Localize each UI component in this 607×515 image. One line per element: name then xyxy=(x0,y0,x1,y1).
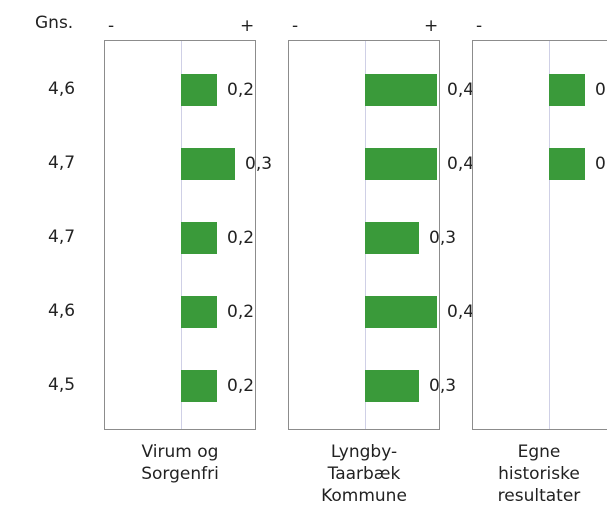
bar xyxy=(181,74,217,106)
bar xyxy=(181,370,217,402)
row-average-4: 4,6 xyxy=(48,301,76,321)
bar-value-label: 0,2 xyxy=(595,80,607,100)
bar xyxy=(365,74,437,106)
row-average-1: 4,6 xyxy=(48,79,76,99)
bar-value-label: 0,2 xyxy=(227,80,255,100)
bar-value-label: 0,3 xyxy=(429,376,457,396)
bar xyxy=(181,222,217,254)
bar xyxy=(549,74,585,106)
bar-value-label: 0,2 xyxy=(227,302,255,322)
bar-value-label: 0,2 xyxy=(227,376,255,396)
bar xyxy=(365,148,437,180)
plus-sign: + xyxy=(424,16,439,36)
panel-label-1: Virum og Sorgenfri xyxy=(141,442,219,484)
bar-value-label: 0,3 xyxy=(245,154,273,174)
bar xyxy=(181,296,217,328)
bar xyxy=(365,222,419,254)
bar xyxy=(365,296,437,328)
row-average-2: 4,7 xyxy=(48,153,76,173)
minus-sign: - xyxy=(108,16,115,36)
bar-value-label: 0,4 xyxy=(447,80,475,100)
panel-label-3: Egne historiske resultater xyxy=(497,442,581,506)
panel-2: 0,4 0,4 0,3 0,4 0,3 xyxy=(288,40,474,430)
bar-value-label: 0,2 xyxy=(595,154,607,174)
row-average-5: 4,5 xyxy=(48,375,76,395)
row-average-3: 4,7 xyxy=(48,227,76,247)
bar-value-label: 0,2 xyxy=(227,228,255,248)
bar xyxy=(549,148,585,180)
bar-value-label: 0,4 xyxy=(447,302,475,322)
minus-sign: - xyxy=(292,16,299,36)
average-column-header: Gns. xyxy=(35,13,74,33)
bar-value-label: 0,4 xyxy=(447,154,475,174)
panel-label-2: Lyngby- Taarbæk Kommune xyxy=(321,442,407,506)
bar xyxy=(181,148,235,180)
minus-sign: - xyxy=(476,16,483,36)
bar xyxy=(365,370,419,402)
plus-sign: + xyxy=(240,16,255,36)
panel-1: 0,2 0,3 0,2 0,2 0,2 xyxy=(104,40,272,430)
zero-line xyxy=(549,41,550,429)
panel-3: 0,2 0,2 xyxy=(472,40,607,430)
bar-value-label: 0,3 xyxy=(429,228,457,248)
